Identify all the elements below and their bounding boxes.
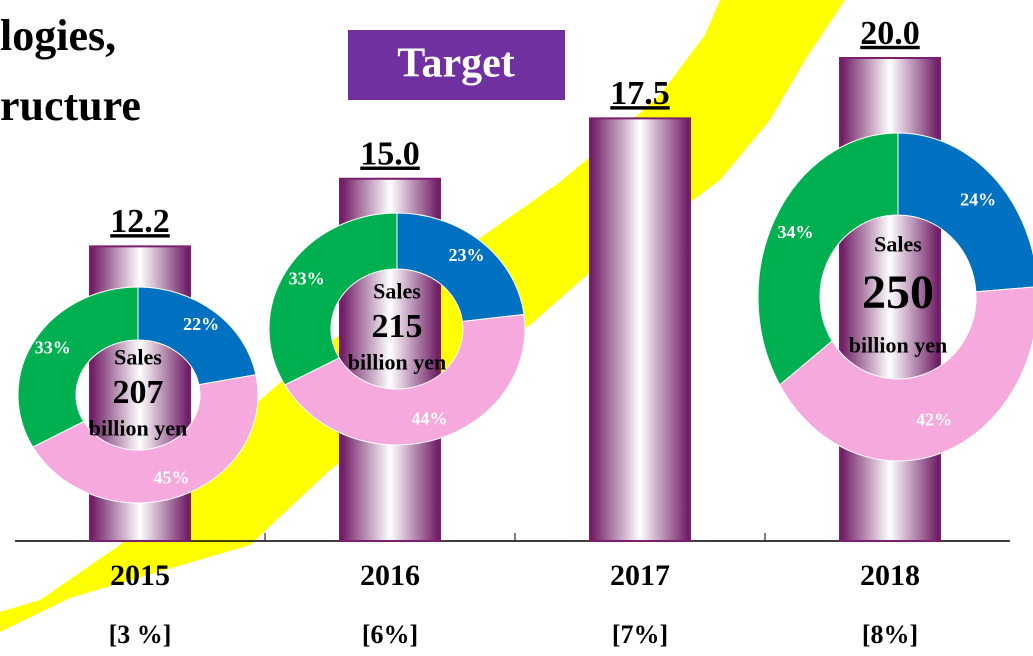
slice-label: 22% (183, 314, 219, 334)
slice-label: 23% (448, 245, 484, 265)
annotation: Target (397, 41, 514, 87)
center-unit: billion yen (348, 350, 446, 375)
growth-label: [6%] (362, 620, 418, 649)
slide: Target logies, ructure 12.2 2015 [3 %] 15.0… (0, 0, 1033, 656)
value-label: 17.5 (610, 75, 670, 112)
x-tick-label: 2017 (610, 559, 670, 592)
bar (590, 118, 690, 541)
x-tick-label: 2015 (110, 559, 170, 592)
value-label: 15.0 (360, 136, 420, 173)
growth-label: [8%] (862, 620, 918, 649)
slice-label: 34% (777, 222, 813, 242)
slice-label: 33% (289, 268, 325, 288)
growth-label: [3 %] (109, 620, 172, 649)
x-tick-label: 2018 (860, 559, 920, 592)
center-label: Sales (114, 344, 162, 369)
center-label: Sales (874, 232, 922, 257)
value-label: 12.2 (110, 203, 170, 240)
center-unit: billion yen (89, 416, 187, 441)
center-total: 215 (372, 308, 423, 345)
center-unit: billion yen (849, 332, 947, 357)
growth-label: [7%] (612, 620, 668, 649)
slice-label: 33% (35, 338, 71, 358)
slice-label: 45% (154, 467, 190, 487)
x-tick-label: 2016 (360, 559, 420, 592)
title-line: logies, (0, 11, 116, 60)
slice-label: 24% (960, 190, 996, 210)
title-line: ructure (0, 81, 141, 130)
center-label: Sales (373, 278, 421, 303)
slice-label: 42% (916, 410, 952, 430)
value-label: 20.0 (860, 15, 920, 52)
center-total: 250 (862, 266, 934, 319)
slice-label: 44% (411, 408, 447, 428)
center-total: 207 (113, 374, 164, 411)
